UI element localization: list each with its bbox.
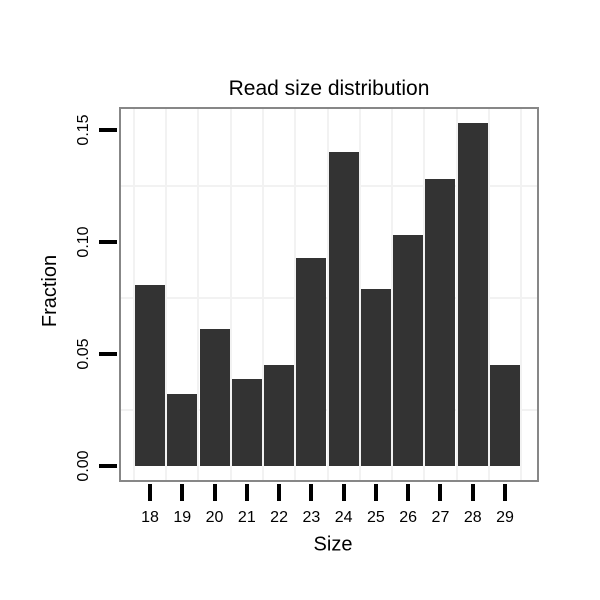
bar-size-18 (135, 284, 165, 466)
bar-size-22 (264, 365, 295, 466)
bar-size-25 (360, 289, 391, 466)
vertical-gridline (197, 109, 200, 480)
bar-size-28 (457, 123, 488, 466)
x-axis-tick (309, 484, 314, 501)
x-tick-label: 28 (463, 509, 482, 526)
vertical-gridline (261, 109, 264, 480)
bar-size-29 (490, 365, 520, 466)
chart-title: Read size distribution (228, 77, 430, 100)
y-axis-tick (99, 128, 117, 132)
bar-size-23 (296, 257, 327, 466)
x-tick-label: 29 (496, 509, 514, 526)
x-axis-tick (180, 484, 185, 501)
vertical-gridline (391, 109, 394, 480)
vertical-gridline (358, 109, 361, 480)
x-axis-tick (373, 484, 378, 501)
bar-size-20 (199, 329, 230, 466)
x-axis-tick (148, 484, 152, 501)
x-tick-label: 26 (399, 509, 418, 526)
vertical-gridline (229, 109, 232, 480)
x-tick-label: 19 (173, 509, 192, 526)
x-tick-label: 24 (334, 509, 353, 526)
x-axis-tick (341, 484, 346, 501)
y-tick-label: 0.05 (75, 338, 92, 370)
x-tick-label: 18 (141, 509, 159, 526)
x-tick-label: 20 (205, 509, 224, 526)
vertical-gridline (520, 109, 523, 480)
x-tick-label: 27 (431, 509, 450, 526)
vertical-gridline (294, 109, 297, 480)
x-axis-tick (277, 484, 282, 501)
vertical-gridline (487, 109, 490, 480)
y-axis-tick (99, 464, 117, 468)
vertical-gridline (326, 109, 329, 480)
bar-size-24 (328, 152, 359, 466)
bar-size-26 (393, 235, 424, 466)
x-tick-label: 25 (367, 509, 385, 526)
x-tick-label: 22 (270, 509, 288, 526)
bar-size-27 (425, 179, 456, 466)
x-axis-tick (438, 484, 443, 501)
bar-size-21 (231, 378, 262, 466)
x-axis-tick (470, 484, 475, 501)
y-tick-label: 0.10 (75, 226, 92, 258)
y-axis-title: Fraction (39, 254, 61, 328)
vertical-gridline (165, 109, 168, 480)
y-tick-label: 0.00 (75, 450, 92, 482)
vertical-gridline (455, 109, 458, 480)
x-axis-tick (212, 484, 217, 501)
x-tick-label: 21 (237, 509, 256, 526)
y-axis-tick (99, 240, 117, 244)
x-axis-tick (503, 484, 507, 501)
x-axis-title: Size (313, 533, 353, 556)
y-axis-tick (99, 352, 117, 356)
y-tick-label: 0.15 (75, 114, 92, 146)
x-axis-tick (244, 484, 249, 501)
vertical-gridline (423, 109, 426, 480)
vertical-gridline (132, 109, 135, 480)
bar-size-19 (167, 394, 198, 466)
plot-panel (119, 107, 539, 482)
x-tick-label: 23 (302, 509, 321, 526)
x-axis-tick (406, 484, 411, 501)
